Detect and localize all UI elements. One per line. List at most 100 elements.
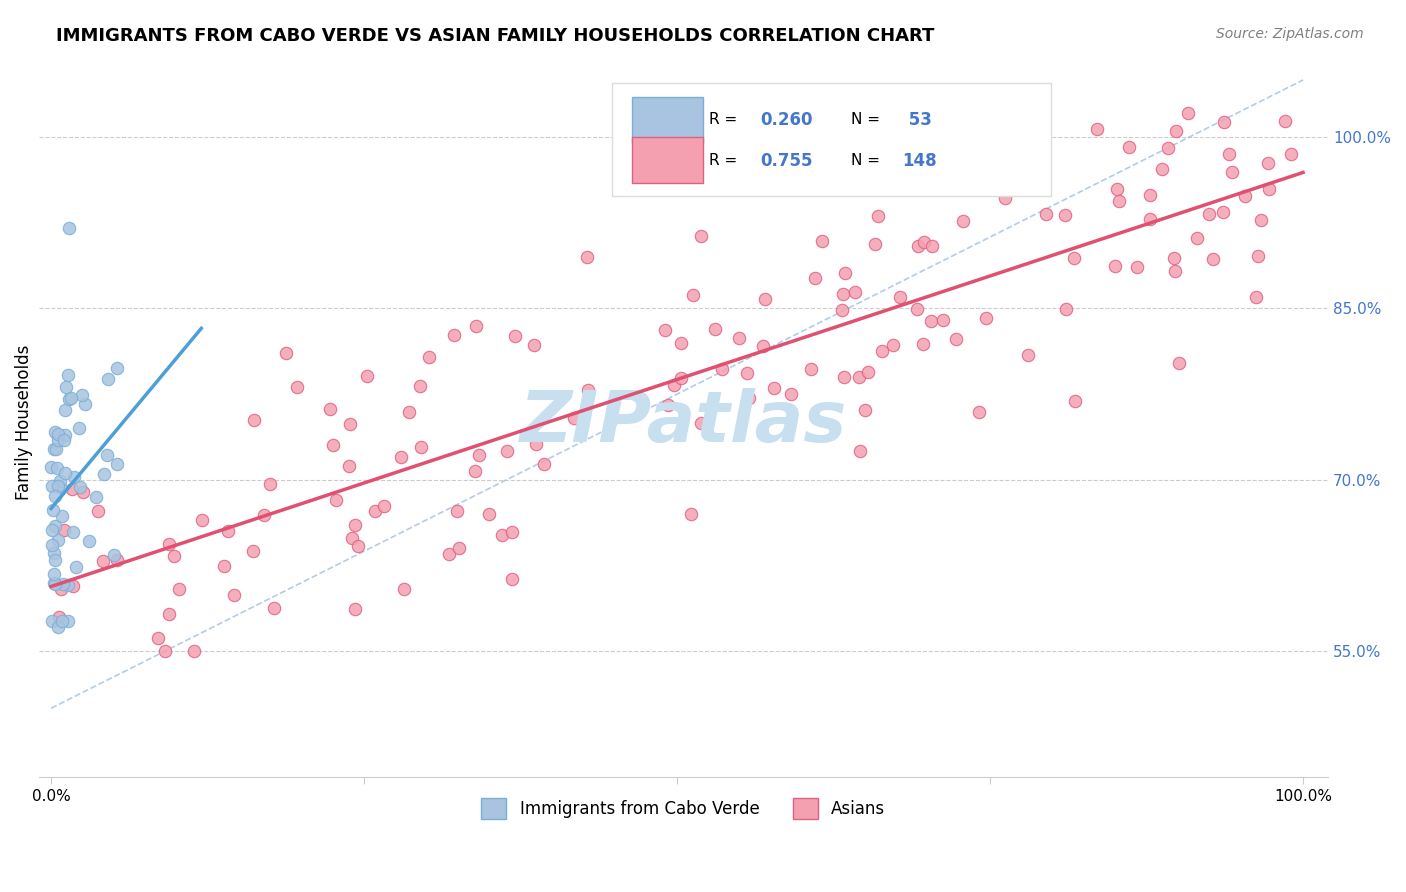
Asians: [669, 371, 692, 385]
Asians: [669, 335, 692, 350]
Asians: [664, 378, 686, 392]
Asians: [853, 403, 876, 417]
Asians: [1063, 252, 1085, 266]
Asians: [1064, 393, 1087, 408]
Asians: [1185, 231, 1208, 245]
Immigrants from Cabo Verde: [58, 221, 80, 235]
Immigrants from Cabo Verde: [53, 428, 76, 442]
Asians: [1017, 348, 1039, 362]
Asians: [711, 361, 734, 376]
Asians: [994, 191, 1017, 205]
Asians: [183, 644, 205, 658]
Asians: [163, 549, 186, 564]
Immigrants from Cabo Verde: [51, 577, 73, 591]
Text: N =: N =: [851, 153, 884, 168]
Immigrants from Cabo Verde: [97, 372, 120, 386]
Immigrants from Cabo Verde: [46, 533, 69, 547]
Asians: [1258, 182, 1281, 196]
Asians: [727, 331, 749, 345]
Asians: [920, 314, 942, 328]
Asians: [468, 448, 491, 462]
Asians: [1104, 259, 1126, 273]
Immigrants from Cabo Verde: [42, 503, 65, 517]
Asians: [325, 492, 347, 507]
Asians: [575, 250, 598, 264]
Immigrants from Cabo Verde: [44, 576, 66, 591]
Asians: [762, 381, 785, 395]
Asians: [1213, 114, 1236, 128]
Asians: [657, 398, 679, 412]
Text: R =: R =: [709, 153, 742, 168]
Asians: [449, 541, 471, 555]
Immigrants from Cabo Verde: [69, 480, 91, 494]
Immigrants from Cabo Verde: [73, 397, 96, 411]
Asians: [501, 524, 523, 539]
Asians: [882, 338, 904, 352]
Asians: [1257, 156, 1279, 170]
Asians: [1108, 194, 1130, 208]
Immigrants from Cabo Verde: [42, 567, 65, 582]
Asians: [146, 631, 169, 645]
Immigrants from Cabo Verde: [63, 470, 86, 484]
Immigrants from Cabo Verde: [51, 614, 73, 628]
Asians: [464, 464, 486, 478]
FancyBboxPatch shape: [631, 97, 703, 143]
Immigrants from Cabo Verde: [58, 614, 80, 628]
Asians: [253, 508, 276, 523]
Asians: [243, 413, 266, 427]
Asians: [1166, 124, 1188, 138]
Asians: [343, 517, 366, 532]
Asians: [907, 238, 929, 252]
Asians: [1150, 162, 1173, 177]
Asians: [523, 337, 546, 351]
Asians: [217, 524, 239, 538]
Asians: [1250, 213, 1272, 227]
Asians: [780, 386, 803, 401]
Asians: [832, 287, 855, 301]
Immigrants from Cabo Verde: [46, 478, 69, 492]
Asians: [681, 507, 703, 521]
Asians: [844, 285, 866, 299]
Asians: [870, 344, 893, 359]
Text: ZIPatlas: ZIPatlas: [520, 388, 846, 458]
Immigrants from Cabo Verde: [46, 433, 69, 447]
Asians: [1246, 249, 1268, 263]
Asians: [1167, 356, 1189, 370]
Asians: [1105, 182, 1128, 196]
Asians: [356, 369, 378, 384]
Asians: [191, 513, 214, 527]
Asians: [60, 482, 83, 496]
Asians: [478, 507, 501, 521]
Asians: [974, 310, 997, 325]
Asians: [274, 346, 297, 360]
Immigrants from Cabo Verde: [45, 460, 67, 475]
Asians: [344, 601, 367, 615]
Text: IMMIGRANTS FROM CABO VERDE VS ASIAN FAMILY HOUSEHOLDS CORRELATION CHART: IMMIGRANTS FROM CABO VERDE VS ASIAN FAMI…: [56, 27, 935, 45]
Asians: [967, 405, 990, 419]
Asians: [446, 504, 468, 518]
Immigrants from Cabo Verde: [44, 552, 66, 566]
Asians: [167, 582, 190, 596]
Asians: [491, 527, 513, 541]
Immigrants from Cabo Verde: [46, 427, 69, 442]
Asians: [443, 328, 465, 343]
Asians: [337, 458, 360, 473]
Immigrants from Cabo Verde: [41, 479, 63, 493]
Immigrants from Cabo Verde: [44, 442, 66, 456]
Immigrants from Cabo Verde: [53, 403, 76, 417]
Asians: [1218, 147, 1240, 161]
Immigrants from Cabo Verde: [67, 421, 90, 435]
Asians: [803, 271, 825, 285]
Asians: [832, 369, 855, 384]
Asians: [1053, 208, 1076, 222]
Asians: [1163, 263, 1185, 277]
Asians: [501, 572, 523, 586]
Immigrants from Cabo Verde: [45, 442, 67, 456]
Asians: [339, 417, 361, 432]
Asians: [409, 440, 432, 454]
Asians: [911, 336, 934, 351]
Asians: [346, 539, 368, 553]
Immigrants from Cabo Verde: [44, 547, 66, 561]
Asians: [1220, 165, 1243, 179]
Immigrants from Cabo Verde: [48, 474, 70, 488]
